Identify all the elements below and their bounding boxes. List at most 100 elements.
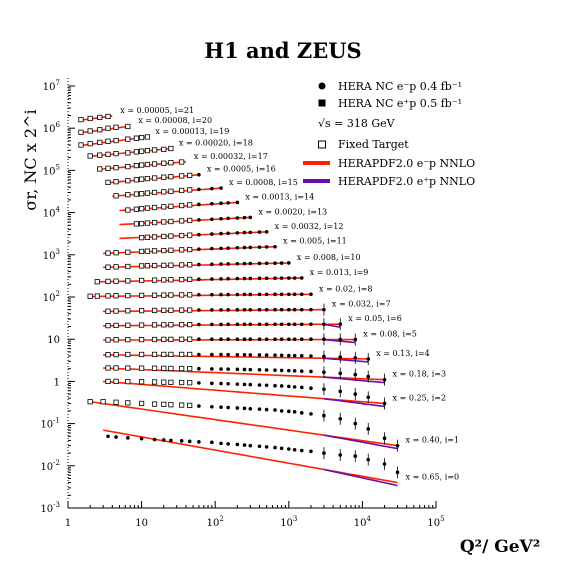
data-point xyxy=(125,292,131,299)
data-point xyxy=(100,399,106,405)
data-point xyxy=(144,147,151,154)
data-point xyxy=(226,216,230,221)
data-point xyxy=(264,368,269,372)
x-tick-label: 1 xyxy=(65,518,71,529)
data-point xyxy=(125,192,131,198)
data-point xyxy=(242,292,247,297)
series-label: x = 0.00013, i=19 xyxy=(155,127,229,136)
data-point xyxy=(235,276,240,281)
data-point xyxy=(179,159,185,165)
data-point xyxy=(226,201,230,205)
data-point xyxy=(226,231,230,236)
data-point xyxy=(138,191,145,197)
data-point xyxy=(197,308,201,312)
data-point xyxy=(287,307,291,312)
data-point xyxy=(168,307,174,313)
data-point xyxy=(197,404,201,408)
data-point xyxy=(242,367,247,372)
data-point xyxy=(264,322,269,327)
data-point xyxy=(242,230,247,235)
data-point xyxy=(151,365,158,371)
x-tick-label: 102 xyxy=(207,515,224,529)
data-point xyxy=(138,277,145,284)
data-point xyxy=(242,382,247,387)
series-label: x = 0.18, i=3 xyxy=(393,370,447,379)
data-point xyxy=(197,322,201,327)
data-point xyxy=(179,232,185,239)
data-point xyxy=(94,293,100,299)
data-point xyxy=(279,353,284,358)
data-point xyxy=(197,218,201,222)
data-point xyxy=(210,277,214,281)
data-point xyxy=(179,351,185,358)
data-point xyxy=(105,113,111,120)
data-point xyxy=(78,142,84,148)
y-tick-label: 105 xyxy=(43,163,60,177)
data-point xyxy=(248,261,253,266)
data-point xyxy=(292,337,297,342)
data-point xyxy=(161,233,167,240)
data-point xyxy=(161,351,167,358)
data-point xyxy=(292,292,297,297)
data-point xyxy=(97,127,103,133)
legend-marker-fixed xyxy=(318,140,326,149)
data-point xyxy=(197,352,201,357)
y-tick-label: 103 xyxy=(43,248,60,262)
data-point xyxy=(242,322,247,327)
data-points xyxy=(78,113,400,479)
data-point xyxy=(105,138,111,144)
data-point xyxy=(113,337,119,343)
series-label: x = 0.005, i=11 xyxy=(283,237,347,246)
data-point xyxy=(187,187,193,193)
data-point xyxy=(235,367,240,372)
data-point xyxy=(179,439,184,443)
data-point xyxy=(287,337,291,342)
data-point xyxy=(273,337,277,342)
data-point xyxy=(219,308,223,312)
data-point xyxy=(139,436,144,441)
data-point xyxy=(257,261,262,266)
data-point xyxy=(187,307,193,313)
data-point xyxy=(113,151,119,157)
data-point xyxy=(273,307,277,312)
data-point xyxy=(161,438,166,442)
data-point xyxy=(161,401,167,408)
data-point xyxy=(210,232,214,236)
data-point xyxy=(210,201,214,206)
data-point xyxy=(138,235,145,241)
data-point xyxy=(242,261,247,266)
data-point xyxy=(279,368,284,373)
data-point xyxy=(125,378,131,385)
data-point xyxy=(242,337,247,342)
data-point xyxy=(138,134,145,141)
data-point xyxy=(242,307,247,312)
data-point xyxy=(226,367,230,371)
data-point xyxy=(97,152,103,158)
data-point xyxy=(273,445,277,450)
fit-curve-em xyxy=(90,147,171,158)
data-point xyxy=(187,232,193,238)
data-point xyxy=(151,189,158,196)
data-point xyxy=(125,207,131,213)
data-point xyxy=(168,233,174,239)
data-point xyxy=(187,202,193,208)
data-point xyxy=(226,381,230,386)
data-point xyxy=(257,353,262,357)
data-point xyxy=(287,353,291,358)
data-point xyxy=(113,193,119,199)
series-label: x = 0.0008, i=15 xyxy=(229,178,298,187)
data-point xyxy=(168,379,174,385)
data-point xyxy=(138,176,145,182)
data-point xyxy=(210,337,214,342)
data-point xyxy=(151,336,158,343)
data-point xyxy=(105,308,111,314)
data-point xyxy=(113,124,119,130)
data-point xyxy=(187,172,193,179)
data-point xyxy=(197,232,201,237)
data-point xyxy=(273,276,277,280)
data-point xyxy=(179,402,185,408)
data-point xyxy=(105,293,111,299)
data-point xyxy=(161,146,167,152)
legend-label-em-fit: HERAPDF2.0 e⁻p NNLO xyxy=(338,157,475,170)
series-label: x = 0.0013, i=14 xyxy=(245,192,314,201)
